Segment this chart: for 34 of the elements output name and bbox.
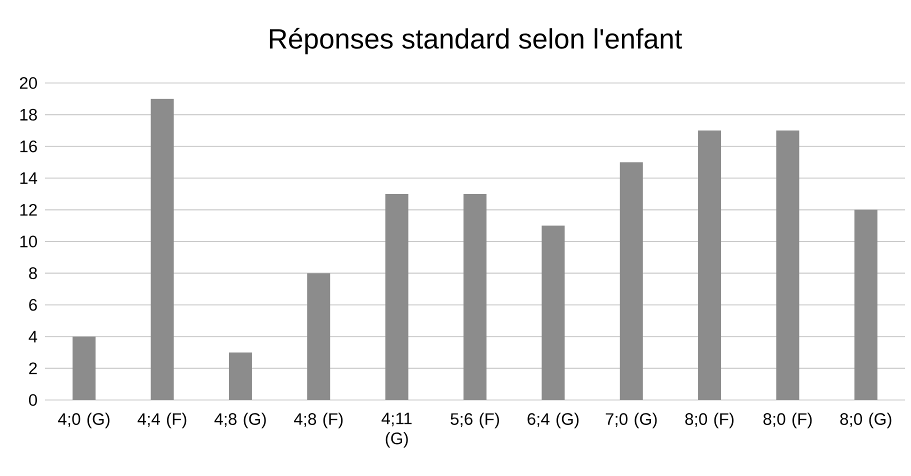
bar (150, 98, 174, 400)
bar (776, 130, 800, 400)
x-tick-label: 8;0 (G) (840, 412, 892, 428)
bar (307, 273, 330, 400)
y-tick-label: 14 (20, 172, 38, 184)
bar (854, 210, 878, 400)
y-tick-label: 6 (29, 299, 37, 311)
x-tick-label: 7;0 (G) (606, 412, 657, 428)
bar (72, 336, 96, 400)
y-tick-label: 8 (29, 267, 37, 280)
x-tick-label: 5;6 (F) (450, 412, 499, 428)
bar (385, 194, 408, 400)
x-tick-label: 4;0 (G) (58, 412, 110, 428)
x-tick-label: 8;0 (F) (763, 412, 812, 428)
bar (464, 194, 487, 400)
y-tick-label: 10 (20, 236, 37, 248)
bar (542, 226, 565, 400)
bar (620, 162, 643, 400)
x-tick-label: 4;8 (G) (214, 412, 266, 428)
x-tick-label: 4;4 (F) (138, 412, 186, 428)
bar (228, 352, 252, 400)
x-tick-label: 4;8 (F) (294, 412, 343, 428)
y-tick-label: 20 (20, 77, 37, 89)
x-tick-label: 8;0 (F) (685, 412, 734, 428)
y-tick-label: 0 (29, 394, 37, 406)
y-tick-label: 12 (20, 204, 37, 216)
y-tick-label: 16 (20, 140, 37, 152)
chart-title: Réponses standard selon l'enfant (270, 28, 682, 54)
bar (698, 130, 722, 400)
y-tick-label: 18 (20, 108, 37, 121)
x-tick-label: 6;4 (G) (528, 412, 579, 428)
x-tick-label: 4;11 (G) (382, 412, 412, 448)
y-tick-label: 2 (29, 362, 37, 374)
y-tick-label: 4 (28, 330, 38, 342)
